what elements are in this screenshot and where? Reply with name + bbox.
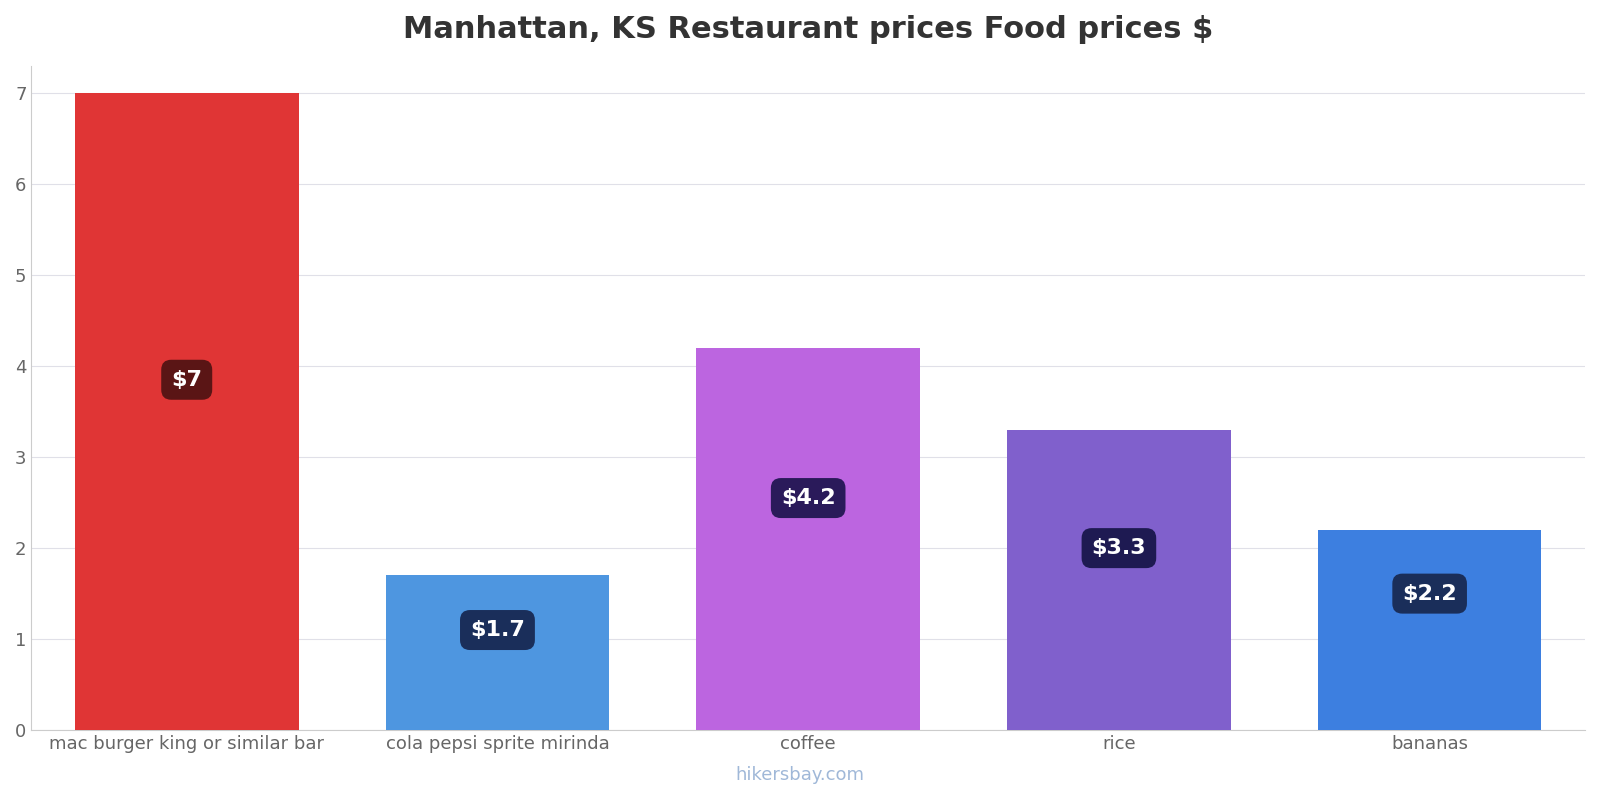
- Text: $3.3: $3.3: [1091, 538, 1146, 558]
- Text: $1.7: $1.7: [470, 620, 525, 640]
- Text: $4.2: $4.2: [781, 488, 835, 508]
- Text: $7: $7: [171, 370, 202, 390]
- Bar: [696, 348, 920, 730]
- Title: Manhattan, KS Restaurant prices Food prices $: Manhattan, KS Restaurant prices Food pri…: [403, 15, 1213, 44]
- Text: hikersbay.com: hikersbay.com: [736, 766, 864, 784]
- Bar: [386, 575, 610, 730]
- Bar: [1318, 530, 1541, 730]
- Bar: [75, 93, 299, 730]
- Bar: [1006, 430, 1230, 730]
- Text: $2.2: $2.2: [1402, 584, 1458, 604]
